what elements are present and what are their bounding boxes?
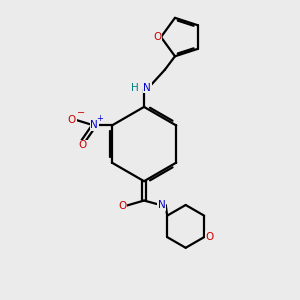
Text: O: O [68,115,76,124]
Text: N: N [158,200,166,210]
Text: N: N [90,121,98,130]
Text: N: N [143,82,151,93]
Text: O: O [79,140,87,150]
Text: O: O [153,32,162,42]
Text: +: + [96,114,103,123]
Text: H: H [131,82,138,93]
Text: O: O [118,201,127,211]
Text: O: O [206,232,214,242]
Text: −: − [76,108,85,118]
